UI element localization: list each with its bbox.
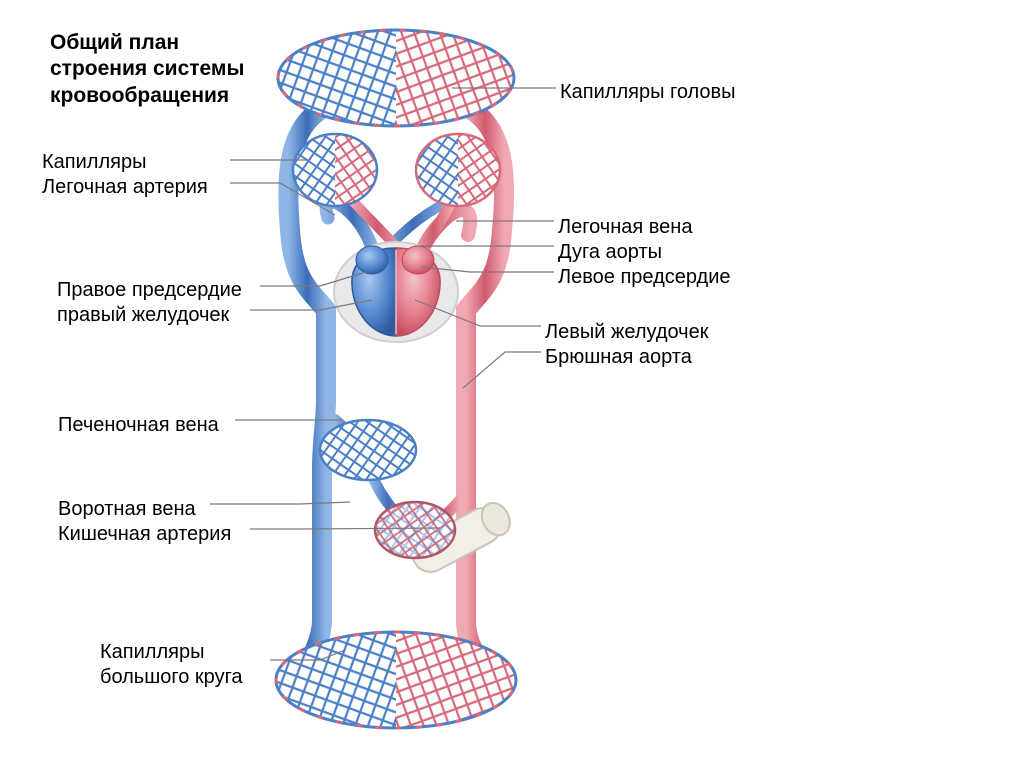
label-right-ventricle: правый желудочек — [57, 303, 229, 328]
lower-body-capillaries — [276, 632, 516, 728]
label-systemic-capillaries: Капилляры большого круга — [100, 640, 243, 690]
label-pulmonary-vein: Легочная вена — [558, 215, 692, 240]
label-capillaries: Капилляры — [42, 150, 146, 175]
label-hepatic-vein: Печеночная вена — [58, 413, 219, 438]
label-intestinal-artery: Кишечная артерия — [58, 522, 231, 547]
label-abdominal-aorta: Брюшная аорта — [545, 345, 692, 370]
head-capillaries — [278, 30, 514, 126]
label-aortic-arch: Дуга аорты — [558, 240, 662, 265]
heart — [334, 242, 458, 342]
label-left-atrium: Левое предсердие — [558, 265, 731, 290]
lung-left-capillaries — [293, 134, 377, 206]
liver-capillaries — [320, 420, 416, 480]
lung-right-capillaries — [416, 134, 500, 206]
label-portal-vein: Воротная вена — [58, 497, 196, 522]
label-pulmonary-artery: Легочная артерия — [42, 175, 208, 200]
diagram-title: Общий план строения системы кровообращен… — [50, 30, 244, 109]
label-left-ventricle: Левый желудочек — [545, 320, 708, 345]
label-head-capillaries: Капилляры головы — [560, 80, 736, 105]
circulation-diagram-canvas: Общий план строения системы кровообращен… — [0, 0, 1024, 767]
label-right-atrium: Правое предсердие — [57, 278, 242, 303]
